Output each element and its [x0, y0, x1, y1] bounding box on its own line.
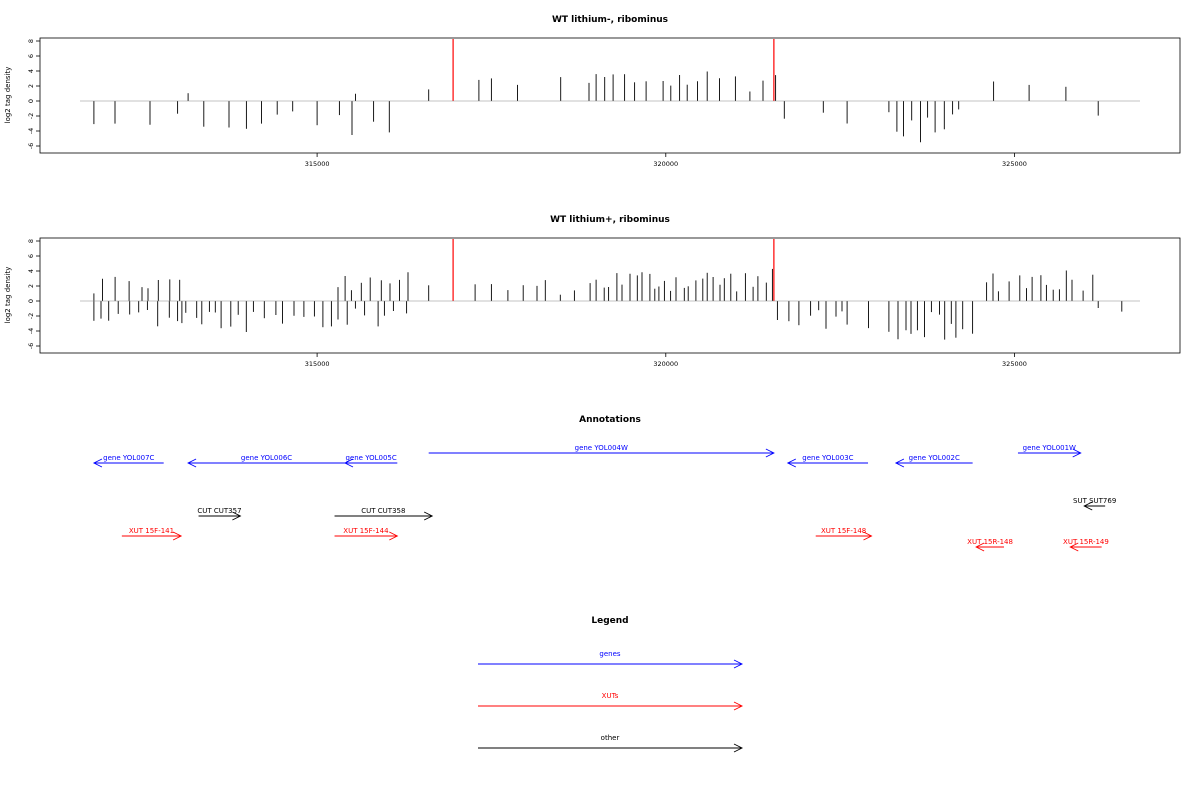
- y-tick-label-6: 6: [27, 254, 35, 258]
- feature-gene-yol003c-arrow-head: [786, 458, 797, 468]
- y-tick-label-6: 6: [27, 54, 35, 58]
- feature-gene-yol006c-label: gene YOL006C: [241, 454, 292, 462]
- y-tick-label-2: -2: [27, 313, 35, 319]
- feature-gene-yol006c-arrow-head: [187, 458, 197, 468]
- y-tick-label-7: 8: [27, 239, 35, 243]
- feature-cut-cut357-label: CUT CUT357: [197, 507, 241, 515]
- y-tick-label-5: 4: [27, 69, 35, 73]
- feature-gene-yol003c-label: gene YOL003C: [802, 454, 853, 462]
- feature-gene-yol007c-arrow-head: [92, 458, 103, 468]
- y-tick-label-3: 0: [27, 299, 35, 303]
- feature-xut-15r-149-label: XUT 15R-149: [1063, 538, 1109, 546]
- annotation-features: gene YOL007C gene YOL006C gene YOL005C gene…: [92, 444, 1116, 552]
- y-tick-label-4: 2: [27, 84, 35, 88]
- feature-gene-yol005c-arrow-head: [343, 458, 354, 468]
- x-tick-label-2: 325000: [1002, 160, 1027, 168]
- y-tick-label-0: -6: [27, 143, 35, 149]
- y-tick-label-7: 8: [27, 39, 35, 43]
- x-tick-label-0: 315000: [305, 160, 330, 168]
- feature-gene-yol004w-label: gene YOL004W: [575, 444, 628, 452]
- panel-1-title: WT lithium-, ribominus: [552, 15, 668, 25]
- panel-1-bars: [93, 71, 1099, 143]
- feature-xut-15f-144-arrow-head: [389, 531, 399, 541]
- panel-wt-lithium-minus: WT lithium-, ribominus log2 tag density …: [4, 15, 1181, 168]
- feature-gene-yol002c-label: gene YOL002C: [909, 454, 960, 462]
- feature-sut-sut769-label: SUT SUT769: [1073, 497, 1116, 505]
- feature-xut-15f-141-arrow-head: [172, 531, 183, 541]
- annotations-panel: Annotations gene YOL007C gene YOL006C gene…: [92, 415, 1116, 552]
- panel-1-ylabel: log2 tag density: [4, 67, 12, 124]
- panel-2-title: WT lithium+, ribominus: [550, 215, 670, 225]
- feature-sut-sut769-arrow-head: [1083, 501, 1093, 511]
- feature-cut-cut358-label: CUT CUT358: [361, 507, 405, 515]
- feature-xut-15f-148-label: XUT 15F-148: [821, 527, 866, 535]
- feature-xut-15f-144-label: XUT 15F-144: [343, 527, 389, 535]
- y-tick-label-5: 4: [27, 269, 35, 273]
- y-tick-label-3: 0: [27, 99, 35, 103]
- legend-item-genes-arrow-head: [733, 659, 744, 669]
- legend-item-other-arrow-head: [733, 743, 744, 753]
- panel-2-ylabel: log2 tag density: [4, 267, 12, 324]
- panel-2-y-axis: -6 -4 -2 0 2 4 6 8: [27, 239, 40, 349]
- panel-1-y-axis: -6 -4 -2 0 2 4 6 8: [27, 39, 40, 149]
- feature-gene-yol002c-arrow-head: [894, 458, 905, 468]
- panel-2-markers: [452, 239, 775, 301]
- feature-xut-15r-148-arrow-head: [975, 542, 985, 552]
- feature-gene-yol004w-arrow-head: [765, 448, 775, 458]
- x-tick-label-2: 325000: [1002, 360, 1027, 368]
- feature-cut-cut358-arrow-head: [423, 511, 434, 521]
- panel-2-x-axis: 315000 320000 325000: [305, 353, 1027, 368]
- x-tick-label-1: 320000: [653, 160, 678, 168]
- panel-2-bars: [93, 268, 1123, 340]
- feature-xut-15f-148-arrow-head: [863, 531, 873, 541]
- legend-item-genes-label: genes: [599, 650, 620, 658]
- legend-item-xuts-label: XUTs: [602, 692, 619, 700]
- feature-gene-yol007c-label: gene YOL007C: [103, 454, 154, 462]
- legend-item-xuts-arrow-head: [733, 701, 744, 711]
- feature-gene-yol005c-label: gene YOL005C: [346, 454, 397, 462]
- legend-item-other-label: other: [601, 734, 620, 742]
- panel-1-markers: [452, 39, 775, 101]
- panel-wt-lithium-plus: WT lithium+, ribominus log2 tag density …: [4, 215, 1181, 368]
- y-tick-label-1: -4: [27, 328, 35, 334]
- panel-1-x-axis: 315000 320000 325000: [305, 153, 1027, 168]
- y-tick-label-1: -4: [27, 128, 35, 134]
- annotations-title: Annotations: [579, 415, 641, 425]
- feature-cut-cut357-arrow-head: [232, 511, 242, 521]
- feature-gene-yol001w-label: gene YOL001W: [1023, 444, 1076, 452]
- panel-1-frame: [39, 37, 1181, 154]
- y-tick-label-2: -2: [27, 113, 35, 119]
- y-tick-label-4: 2: [27, 284, 35, 288]
- legend: Legend genes XUTs other: [478, 616, 744, 753]
- feature-xut-15r-149-arrow-head: [1069, 542, 1079, 552]
- feature-xut-15f-141-label: XUT 15F-141: [129, 527, 174, 535]
- panel-2-frame: [39, 237, 1181, 354]
- feature-gene-yol001w-arrow-head: [1072, 448, 1082, 458]
- x-tick-label-1: 320000: [653, 360, 678, 368]
- x-tick-label-0: 315000: [305, 360, 330, 368]
- feature-xut-15r-148-label: XUT 15R-148: [967, 538, 1013, 546]
- y-tick-label-0: -6: [27, 343, 35, 349]
- legend-items: genes XUTs other: [478, 650, 744, 753]
- legend-title: Legend: [591, 616, 628, 626]
